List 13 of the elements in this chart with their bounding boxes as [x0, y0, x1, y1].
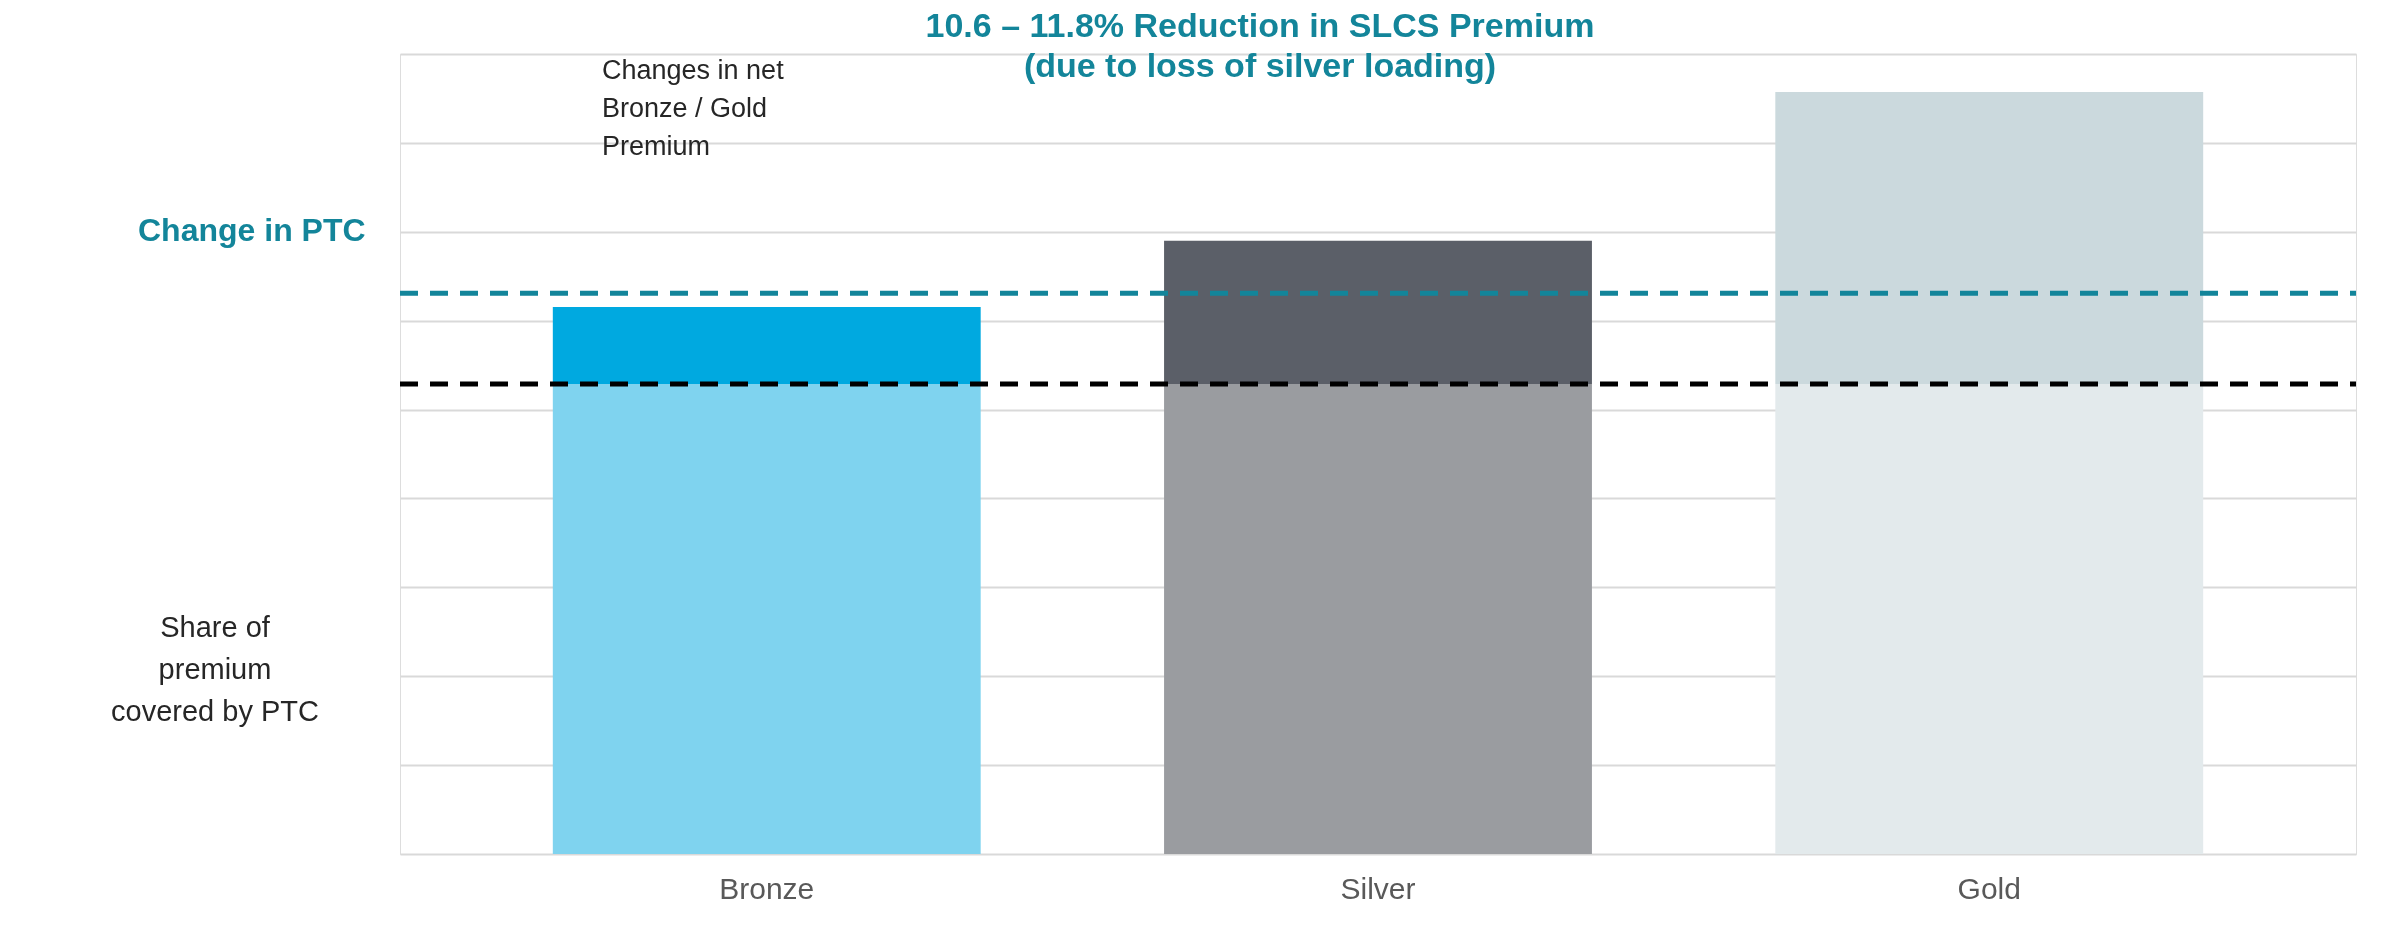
text: 10.6 – 11.8% Reduction in SLCS Premium (due to loss of silver loading): [925, 6, 1595, 84]
bar: [552, 306, 981, 384]
text: Change in PTC: [138, 212, 366, 248]
x-tick-label: Gold: [1957, 871, 2021, 905]
annotation: Changes in net Bronze / Gold Premium: [602, 55, 785, 161]
bar: [1775, 92, 2204, 384]
bar: [1164, 383, 1592, 854]
x-tick-label: Bronze: [719, 871, 815, 905]
text: Share of premium covered by PTC: [111, 611, 319, 727]
x-tick-label: Silver: [1340, 871, 1416, 905]
bar: [552, 383, 981, 854]
bar: [1775, 383, 2204, 854]
bar: [1164, 240, 1592, 384]
